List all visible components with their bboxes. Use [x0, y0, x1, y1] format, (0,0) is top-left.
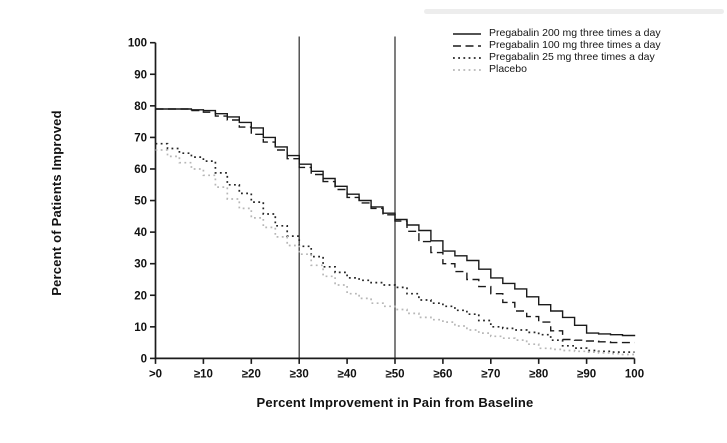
x-tick-label: ≥60	[433, 368, 452, 380]
x-tick-label: ≥70	[481, 368, 500, 380]
y-axis-title: Percent of Patients Improved	[49, 110, 64, 296]
x-tick-label: ≥10	[194, 368, 213, 380]
x-tick-label: ≥20	[242, 368, 261, 380]
y-tick-label: 100	[128, 38, 147, 50]
legend-dotted-line-sample	[453, 68, 481, 71]
scan-artifact	[424, 9, 724, 14]
x-tick-label: ≥50	[385, 368, 404, 380]
legend-dotted-line-sample	[453, 56, 481, 59]
x-axis-title: Percent Improvement in Pain from Baselin…	[256, 395, 534, 410]
series-line-0	[155, 108, 636, 337]
legend-label: Pregabalin 100 mg three times a day	[489, 39, 661, 51]
y-tick-label: 40	[134, 227, 147, 239]
y-tick-label: 90	[134, 69, 147, 81]
x-tick-label: 100	[625, 368, 644, 380]
legend-item-3: Placebo	[452, 64, 661, 75]
y-tick-label: 20	[134, 290, 147, 302]
series-line-2	[155, 142, 635, 353]
y-tick-label: 60	[134, 164, 147, 176]
legend-solid-line-sample	[453, 32, 481, 35]
series-line-1	[155, 108, 635, 344]
legend-label: Pregabalin 25 mg three times a day	[489, 51, 655, 63]
y-tick-label: 0	[141, 353, 147, 365]
legend-item-0: Pregabalin 200 mg three times a day	[452, 28, 661, 39]
y-tick-label: 80	[134, 101, 147, 113]
x-tick-label: ≥80	[529, 368, 548, 380]
legend-dashed-line-sample	[453, 44, 481, 47]
y-tick-label: 70	[134, 132, 147, 144]
legend-item-2: Pregabalin 25 mg three times a day	[452, 52, 661, 63]
x-tick-label: ≥30	[290, 368, 309, 380]
legend-label: Placebo	[489, 63, 527, 75]
series-line-3	[155, 149, 636, 356]
x-tick-label: >0	[149, 368, 162, 380]
x-tick-label: ≥90	[577, 368, 596, 380]
legend-item-1: Pregabalin 100 mg three times a day	[452, 40, 661, 51]
legend-label: Pregabalin 200 mg three times a day	[489, 27, 661, 39]
y-tick-label: 30	[134, 259, 147, 271]
y-tick-label: 50	[134, 196, 147, 208]
x-tick-label: ≥40	[338, 368, 357, 380]
legend: Pregabalin 200 mg three times a day Prega…	[452, 28, 661, 75]
y-tick-label: 10	[134, 322, 147, 334]
